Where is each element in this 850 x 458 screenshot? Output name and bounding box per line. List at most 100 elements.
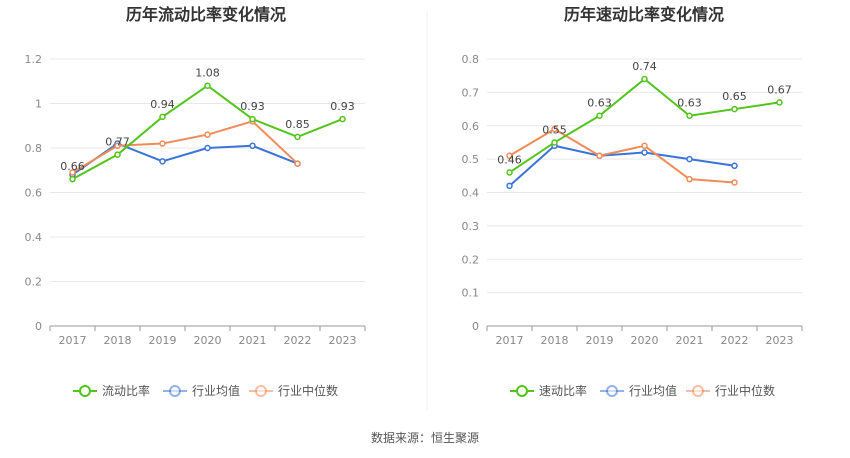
data-point-industry_median (596, 152, 603, 160)
chart-panel-2: 历年速动比率变化情况 0 0.1 0.2 0.3 0.4 0.5 0.6 0.7 0.8 2017 2… (462, 5, 803, 398)
x-tick-label: 2018 (541, 334, 569, 347)
data-point-industry_median (159, 140, 166, 147)
y-tick-label: 0.3 (462, 220, 480, 233)
y-tick-label: 0.6 (25, 187, 43, 200)
data-point-industry_median (641, 142, 648, 150)
data-label: 0.74 (632, 60, 657, 73)
x-tick-label: 2023 (766, 334, 794, 347)
legend-item-industry_avg: 行业均值 (600, 383, 677, 398)
data-point-company (596, 112, 603, 119)
data-point-industry_avg (506, 182, 513, 190)
legend-item-industry_median: 行业中位数 (249, 383, 338, 398)
y-tick-label: 0 (472, 320, 479, 333)
y-tick-label: 0.6 (462, 120, 480, 133)
x-tick-label: 2019 (586, 334, 614, 347)
legend-item-industry_median: 行业中位数 (686, 383, 775, 398)
x-tick-label: 2017 (496, 334, 524, 347)
x-tick-label: 2019 (149, 334, 177, 347)
y-tick-label: 0.1 (462, 287, 480, 300)
data-point-industry_median (686, 175, 693, 183)
series-line-industry_avg (508, 144, 735, 187)
data-point-company (69, 175, 76, 183)
data-label: 0.67 (767, 83, 792, 96)
y-tick-label: 0.4 (462, 187, 480, 200)
data-point-company (686, 112, 693, 119)
data-label: 1.08 (195, 67, 220, 80)
data-label: 0.46 (497, 153, 522, 166)
legend-swatch-marker (79, 385, 91, 397)
legend-label: 流动比率 (102, 383, 150, 398)
data-point-industry_avg (686, 155, 693, 163)
legend-swatch-marker (169, 385, 181, 397)
y-tick-label: 1.2 (25, 53, 43, 66)
y-tick-label: 0.7 (462, 86, 480, 99)
y-tick-label: 0.4 (25, 231, 43, 244)
x-tick-label: 2020 (631, 334, 659, 347)
chart-title: 历年速动比率变化情况 (564, 5, 724, 24)
data-point-industry_median (551, 125, 558, 133)
data-label: 0.94 (150, 98, 175, 111)
data-point-company (641, 75, 648, 83)
legend-item-company: 速动比率 (510, 383, 587, 398)
legend-swatch-marker (516, 385, 528, 397)
data-label: 0.63 (587, 97, 612, 110)
legend-item-industry_avg: 行业均值 (163, 383, 240, 398)
data-label: 0.66 (60, 160, 85, 173)
data-point-industry_median (294, 160, 301, 167)
data-label: 0.93 (330, 100, 355, 113)
data-point-company (114, 151, 121, 158)
legend-swatch-marker (606, 385, 618, 397)
data-point-industry_avg (249, 142, 256, 150)
y-tick-label: 0.8 (462, 53, 480, 66)
x-tick-label: 2020 (194, 334, 222, 347)
data-point-company (249, 115, 256, 123)
chart-title: 历年流动比率变化情况 (126, 5, 286, 24)
data-point-company (551, 139, 558, 146)
y-tick-label: 0.5 (462, 153, 480, 166)
x-tick-label: 2021 (676, 334, 704, 347)
chart-panel-1: 历年流动比率变化情况 0 0.2 0.4 0.6 0.8 1 1.2 2017 2018 2019 2… (25, 5, 366, 398)
data-point-company (506, 169, 513, 176)
legend-label: 行业中位数 (715, 383, 775, 398)
data-label: 0.93 (240, 100, 265, 113)
series-line-industry_median (508, 128, 735, 184)
x-tick-label: 2018 (104, 334, 132, 347)
x-tick-label: 2021 (239, 334, 267, 347)
data-label: 0.65 (722, 90, 747, 103)
data-label: 0.85 (285, 118, 310, 131)
legend-label: 速动比率 (539, 383, 587, 398)
data-point-industry_median (114, 142, 121, 150)
data-label: 0.55 (542, 123, 567, 136)
legend-swatch-marker (692, 385, 704, 397)
data-point-industry_avg (204, 144, 211, 152)
series-line-industry_avg (71, 142, 298, 176)
legend-label: 行业均值 (192, 383, 240, 398)
x-tick-label: 2017 (59, 334, 87, 347)
y-tick-label: 0.8 (25, 142, 43, 155)
data-point-industry_median (69, 169, 76, 176)
y-tick-label: 0.2 (462, 253, 480, 266)
x-tick-label: 2022 (284, 334, 312, 347)
source-label: 数据来源：恒生聚源 (371, 430, 479, 445)
data-label: 0.63 (677, 97, 702, 110)
x-tick-label: 2023 (329, 334, 357, 347)
legend-label: 行业均值 (629, 383, 677, 398)
data-point-company (294, 133, 301, 141)
y-tick-label: 1 (35, 98, 42, 111)
data-point-industry_median (506, 152, 513, 160)
data-point-industry_median (731, 179, 738, 186)
data-point-company (776, 99, 783, 106)
legend-label: 行业中位数 (278, 383, 338, 398)
data-point-company (159, 113, 166, 121)
data-point-industry_median (204, 131, 211, 138)
data-point-company (204, 82, 211, 89)
x-tick-label: 2022 (721, 334, 749, 347)
data-point-industry_avg (641, 149, 648, 156)
data-point-industry_avg (159, 158, 166, 165)
y-tick-label: 0 (35, 320, 42, 333)
legend-swatch-marker (255, 385, 267, 397)
data-label: 0.77 (105, 136, 130, 149)
data-point-industry_avg (731, 162, 738, 170)
